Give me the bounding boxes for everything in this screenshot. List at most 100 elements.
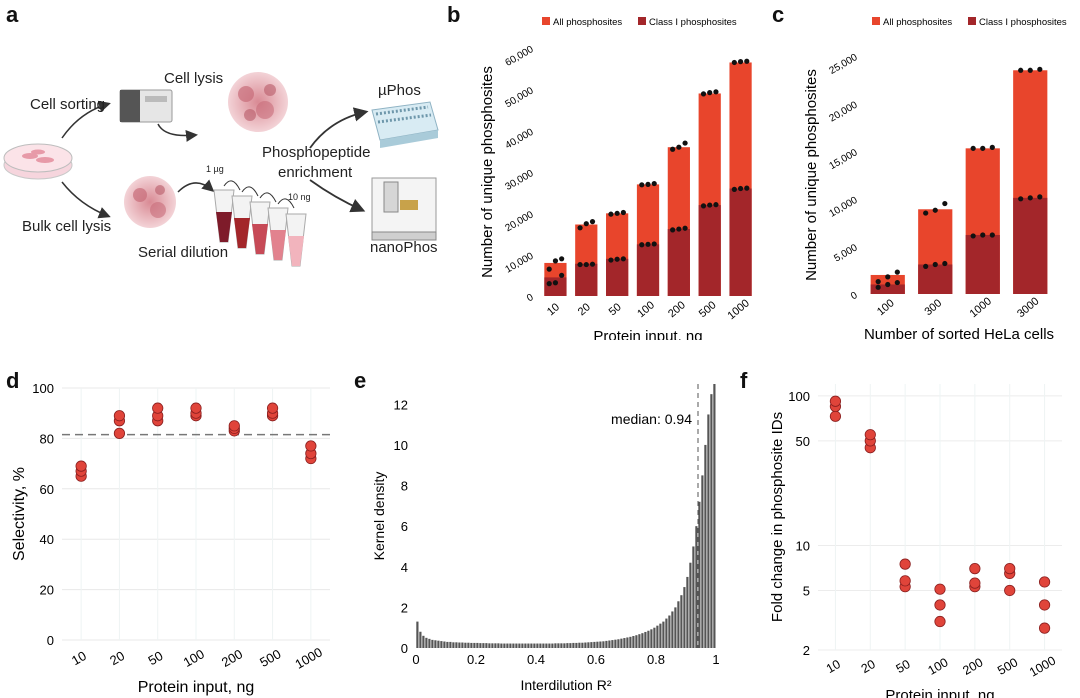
- x-tick-label: 0.6: [587, 652, 605, 667]
- x-tick-label: 0.4: [527, 652, 545, 667]
- histogram-bar: [602, 641, 605, 648]
- label-cell-sorting: Cell sorting: [30, 96, 106, 113]
- histogram-bar: [584, 642, 587, 648]
- panel-letter-b: b: [447, 2, 461, 27]
- histogram-bar: [656, 625, 659, 648]
- y-tick-label: 6: [401, 519, 408, 534]
- histogram-bar: [566, 643, 569, 648]
- liquid-handler-icon: [371, 177, 437, 241]
- y-tick-label: 50,000: [504, 85, 536, 110]
- x-axis-label: Protein input, ng: [885, 687, 994, 698]
- x-tick-label: 1000: [292, 644, 325, 671]
- replicate-dot: [989, 232, 995, 238]
- data-point: [1004, 584, 1016, 597]
- histogram-bar: [692, 546, 695, 648]
- replicate-dot: [1018, 196, 1024, 202]
- y-tick-label: 0: [401, 641, 408, 656]
- y-axis-label: Fold change in phosphosite IDs: [769, 412, 786, 622]
- data-point: [266, 402, 279, 414]
- legend-swatch-all: [872, 17, 880, 25]
- replicate-dot: [942, 200, 948, 207]
- y-tick-label: 80: [40, 431, 54, 446]
- replicate-dot: [737, 185, 744, 192]
- histogram-bar: [590, 642, 593, 648]
- y-tick-label: 5: [803, 583, 810, 598]
- data-point: [75, 460, 87, 472]
- histogram-bar: [449, 641, 452, 648]
- histogram-bar: [485, 643, 488, 648]
- arrow-to-dilution: [177, 179, 215, 193]
- histogram-bar: [668, 615, 671, 648]
- bar-class1-phosphosites: [1013, 197, 1048, 294]
- histogram-bar: [545, 643, 548, 648]
- replicate-dot: [608, 211, 614, 217]
- x-tick-label: 200: [960, 655, 985, 678]
- label-bottom-amount: 10 ng: [288, 192, 311, 202]
- replicate-dot: [676, 226, 682, 232]
- histogram-bar: [452, 642, 455, 648]
- histogram-bar: [482, 643, 485, 648]
- x-tick-label: 0.8: [647, 652, 665, 667]
- x-tick-label: 200: [219, 646, 245, 670]
- data-point: [829, 410, 842, 422]
- x-tick-label: 500: [995, 655, 1020, 678]
- histogram-bar: [599, 641, 602, 648]
- x-tick-label: 1000: [968, 295, 994, 320]
- histogram-bar: [608, 640, 611, 648]
- legend-swatch-class1: [968, 17, 976, 25]
- bar-class1-phosphosites: [965, 234, 1000, 294]
- histogram-bar: [461, 642, 464, 648]
- histogram-bar: [560, 643, 563, 648]
- histogram-bar: [605, 640, 608, 648]
- chart-e: 0 2 4 6 8 10 12 0 0.2 0.4 0.6 0.8 1 median: 0.94 Kerne…: [371, 384, 720, 693]
- histogram-bar: [674, 607, 677, 648]
- histogram-bar: [620, 638, 623, 648]
- y-tick-label: 100: [788, 389, 810, 404]
- label-nanophos: nanoPhos: [370, 239, 438, 256]
- histogram-bar: [440, 641, 443, 648]
- y-tick-label: 0: [525, 292, 536, 305]
- replicate-dot: [970, 233, 976, 239]
- histogram-bar: [548, 643, 551, 648]
- y-axis-label: Selectivity, %: [11, 467, 28, 561]
- histogram-bar: [446, 641, 449, 648]
- replicate-dot: [589, 261, 596, 267]
- x-tick-label: 0: [412, 652, 419, 667]
- histogram-bar: [659, 623, 662, 648]
- y-tick-label: 40: [40, 532, 54, 547]
- x-tick-label: 100: [635, 299, 657, 320]
- panel-letter-e: e: [354, 368, 367, 393]
- y-tick-label: 20,000: [828, 99, 860, 124]
- histogram-bar: [557, 643, 560, 648]
- data-point: [152, 402, 164, 414]
- histogram-bar: [551, 643, 554, 648]
- y-tick-label: 60,000: [504, 44, 536, 69]
- x-tick-label: 20: [859, 657, 878, 676]
- data-point: [969, 577, 981, 589]
- bar-class1-phosphosites: [606, 258, 629, 296]
- histogram-bar: [665, 618, 668, 648]
- histogram-bar: [569, 643, 572, 648]
- replicate-dot: [744, 185, 750, 191]
- y-axis-label: Number of unique phosphosites: [803, 69, 820, 281]
- histogram-bar: [575, 642, 578, 648]
- data-point: [969, 563, 981, 575]
- replicate-dot: [645, 181, 651, 187]
- well-plate-icon: [371, 101, 439, 148]
- histogram-bar: [437, 640, 440, 648]
- histogram-bar: [479, 643, 482, 648]
- replicate-dot: [614, 210, 620, 216]
- histogram-bar: [614, 639, 617, 648]
- y-tick-label: 100: [32, 381, 54, 396]
- replicate-dot: [552, 258, 559, 264]
- panel-letter-c: c: [772, 2, 785, 27]
- histogram-bar: [650, 629, 653, 648]
- histogram-bar: [578, 642, 581, 648]
- replicate-dot: [894, 279, 900, 286]
- data-point: [113, 410, 126, 422]
- replicate-dot: [731, 186, 737, 192]
- legend-label-all: All phosphosites: [883, 17, 952, 28]
- y-tick-label: 4: [401, 560, 408, 575]
- data-point: [190, 402, 202, 414]
- histogram-bar: [563, 643, 566, 648]
